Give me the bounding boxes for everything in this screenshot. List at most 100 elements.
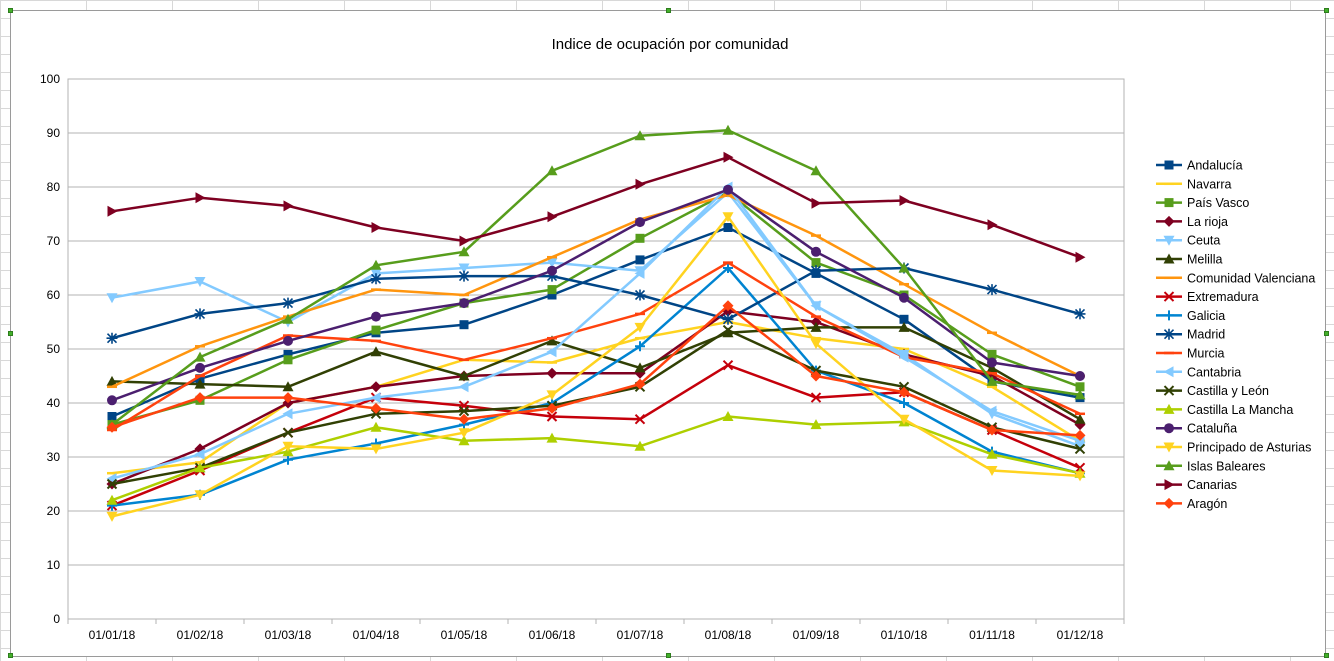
series-madrid[interactable] — [106, 262, 1086, 344]
data-point[interactable] — [722, 300, 734, 312]
data-point[interactable] — [635, 341, 645, 352]
data-point[interactable] — [107, 205, 118, 217]
data-point[interactable] — [370, 444, 382, 455]
data-point[interactable] — [899, 292, 909, 303]
data-point[interactable] — [634, 362, 646, 373]
data-point[interactable] — [194, 490, 206, 501]
data-point[interactable] — [282, 408, 293, 420]
series-line[interactable] — [111, 215, 1081, 518]
series-line[interactable] — [111, 266, 1081, 340]
data-point[interactable] — [458, 428, 470, 439]
data-point[interactable] — [194, 378, 206, 389]
data-point[interactable] — [986, 405, 997, 417]
series-line[interactable] — [111, 261, 1081, 432]
data-point[interactable] — [811, 258, 821, 268]
data-point[interactable] — [458, 263, 470, 274]
selection-handle-bottom-right[interactable] — [1324, 653, 1329, 658]
data-point[interactable] — [283, 454, 293, 465]
data-point[interactable] — [195, 362, 205, 373]
data-point[interactable] — [899, 398, 909, 408]
data-point[interactable] — [722, 124, 734, 135]
data-point[interactable] — [195, 192, 206, 204]
data-point[interactable] — [634, 322, 646, 333]
data-point[interactable] — [370, 421, 382, 432]
data-point[interactable] — [810, 165, 822, 176]
data-point[interactable] — [722, 324, 734, 336]
data-point[interactable] — [899, 314, 909, 324]
data-point[interactable] — [194, 308, 206, 320]
data-point[interactable] — [107, 395, 117, 406]
data-point[interactable] — [810, 370, 822, 382]
series-murcia[interactable] — [107, 261, 1085, 432]
data-point[interactable] — [283, 355, 293, 365]
data-point[interactable] — [546, 390, 558, 401]
data-point[interactable] — [634, 413, 646, 425]
data-point[interactable] — [987, 219, 998, 231]
series-canarias[interactable] — [107, 151, 1086, 263]
data-point[interactable] — [810, 339, 822, 350]
data-point[interactable] — [194, 351, 206, 362]
data-point[interactable] — [723, 184, 733, 195]
data-point[interactable] — [458, 381, 469, 393]
data-point[interactable] — [722, 212, 734, 223]
series-line[interactable] — [111, 266, 1081, 507]
data-point[interactable] — [722, 327, 734, 338]
data-point[interactable] — [810, 392, 822, 403]
series-comunidad-valenciana[interactable] — [107, 193, 1085, 389]
series-line[interactable] — [111, 185, 1081, 480]
data-point[interactable] — [371, 222, 382, 233]
data-point[interactable] — [547, 265, 557, 276]
data-point[interactable] — [194, 448, 205, 460]
data-point[interactable] — [194, 392, 206, 404]
data-point[interactable] — [106, 293, 118, 304]
data-point[interactable] — [458, 435, 470, 446]
data-point[interactable] — [1074, 429, 1086, 441]
data-point[interactable] — [282, 427, 294, 438]
data-point[interactable] — [722, 313, 734, 325]
series-islas-baleares[interactable] — [106, 124, 1086, 430]
data-point[interactable] — [986, 284, 998, 296]
data-point[interactable] — [546, 402, 558, 414]
series-line[interactable] — [111, 129, 1081, 426]
data-point[interactable] — [635, 217, 645, 228]
data-point[interactable] — [370, 273, 382, 285]
data-point[interactable] — [1075, 371, 1085, 381]
data-point[interactable] — [106, 421, 118, 433]
data-point[interactable] — [1074, 308, 1086, 320]
series-line[interactable] — [111, 193, 1081, 388]
data-point[interactable] — [635, 255, 645, 265]
data-point[interactable] — [106, 375, 118, 386]
data-point[interactable] — [458, 405, 470, 417]
data-point[interactable] — [1074, 389, 1086, 400]
series-cataluna[interactable] — [107, 184, 1085, 406]
data-point[interactable] — [106, 332, 118, 344]
series-principado-de-asturias[interactable] — [106, 212, 1086, 522]
data-point[interactable] — [634, 130, 646, 141]
data-point[interactable] — [986, 448, 998, 459]
data-point[interactable] — [546, 270, 558, 282]
data-point[interactable] — [898, 321, 910, 332]
data-point[interactable] — [106, 494, 118, 505]
data-point[interactable] — [282, 313, 294, 324]
data-point[interactable] — [810, 300, 821, 312]
data-point[interactable] — [547, 290, 557, 300]
selection-handle-top[interactable] — [666, 8, 671, 13]
data-point[interactable] — [547, 285, 557, 295]
data-point[interactable] — [546, 411, 558, 422]
data-point[interactable] — [282, 381, 294, 392]
series-aragon[interactable] — [106, 300, 1086, 441]
data-point[interactable] — [634, 378, 646, 390]
selection-handle-bottom-left[interactable] — [8, 653, 13, 658]
data-point[interactable] — [546, 367, 558, 379]
selection-handle-bottom[interactable] — [666, 653, 671, 658]
data-point[interactable] — [810, 321, 822, 332]
data-point[interactable] — [546, 165, 558, 176]
data-point[interactable] — [546, 432, 558, 443]
data-point[interactable] — [811, 246, 821, 257]
data-point[interactable] — [634, 440, 646, 451]
data-point[interactable] — [547, 211, 558, 223]
data-point[interactable] — [283, 335, 293, 346]
data-point[interactable] — [370, 392, 381, 404]
data-point[interactable] — [546, 346, 557, 358]
data-point[interactable] — [107, 412, 117, 421]
